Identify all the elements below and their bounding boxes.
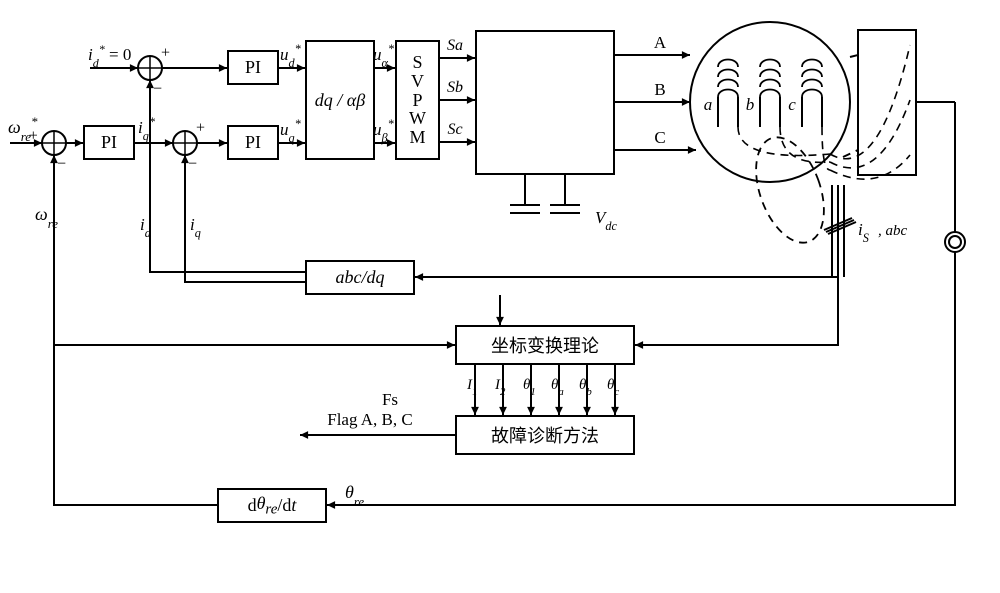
pi-block-id: PI bbox=[227, 50, 279, 85]
svg-text:id* = 0: id* = 0 bbox=[88, 42, 131, 70]
svg-text:θ1: θ1 bbox=[523, 377, 536, 398]
svg-text:C: C bbox=[654, 128, 665, 147]
sum-id bbox=[138, 56, 162, 80]
diagram-canvas: + − + − + − a b c Vdc ωre* iq* id* = 0 ud* uq* uα* uβ* Sa… bbox=[0, 0, 1000, 593]
svg-text:A: A bbox=[654, 33, 667, 52]
svg-text:, abc: , abc bbox=[878, 223, 908, 239]
svg-text:θc: θc bbox=[607, 377, 619, 398]
svg-text:Sa: Sa bbox=[447, 37, 463, 54]
svg-text:θa: θa bbox=[551, 377, 564, 398]
svg-text:θb: θb bbox=[579, 377, 592, 398]
abc-to-dq-block: abc/dq bbox=[305, 260, 415, 295]
svg-text:c: c bbox=[788, 95, 796, 114]
svg-text:−: − bbox=[153, 81, 162, 98]
svg-text:iq*: iq* bbox=[138, 115, 156, 143]
svg-text:ud*: ud* bbox=[280, 42, 302, 70]
encoder-sensor bbox=[945, 232, 965, 252]
svg-text:B: B bbox=[654, 80, 665, 99]
svg-text:iq: iq bbox=[190, 215, 201, 240]
motor-stator bbox=[690, 22, 850, 182]
svg-text:b: b bbox=[746, 95, 755, 114]
fault-diagnosis-block: 故障诊断方法 bbox=[455, 415, 635, 455]
svg-text:θre: θre bbox=[345, 482, 364, 509]
svg-text:Flag A, B, C: Flag A, B, C bbox=[327, 410, 413, 429]
motor-housing bbox=[858, 30, 916, 175]
svg-text:Sc: Sc bbox=[447, 121, 462, 138]
derivative-block: dθre/dt bbox=[217, 488, 327, 523]
svg-text:uβ*: uβ* bbox=[373, 117, 395, 145]
svg-text:iS: iS bbox=[858, 220, 869, 245]
coord-transform-block: 坐标变换理论 bbox=[455, 325, 635, 365]
svg-text:I1: I1 bbox=[466, 377, 477, 398]
svg-text:−: − bbox=[57, 156, 66, 173]
svg-text:ωre*: ωre* bbox=[8, 114, 38, 144]
svg-text:uq*: uq* bbox=[280, 117, 302, 145]
svg-text:Fs: Fs bbox=[382, 390, 398, 409]
svg-text:+: + bbox=[161, 44, 170, 61]
svg-text:+: + bbox=[196, 119, 205, 136]
svg-text:a: a bbox=[704, 95, 713, 114]
pi-block-iq: PI bbox=[227, 125, 279, 160]
svg-text:id: id bbox=[140, 215, 152, 240]
dq-to-ab-block: dq / αβ bbox=[305, 40, 375, 160]
pi-block-speed: PI bbox=[83, 125, 135, 160]
svg-text:Sb: Sb bbox=[447, 79, 463, 96]
svg-text:−: − bbox=[188, 156, 197, 173]
svg-text:+: + bbox=[29, 127, 38, 144]
svpwm-block: S V P W M bbox=[395, 40, 440, 160]
svg-text:I2: I2 bbox=[494, 377, 506, 398]
svg-text:uα*: uα* bbox=[373, 42, 395, 70]
sum-speed bbox=[42, 131, 66, 155]
sum-iq bbox=[173, 131, 197, 155]
svg-text:ωre: ωre bbox=[35, 204, 58, 231]
inverter-block bbox=[475, 30, 615, 175]
svg-text:Vdc: Vdc bbox=[595, 208, 618, 233]
